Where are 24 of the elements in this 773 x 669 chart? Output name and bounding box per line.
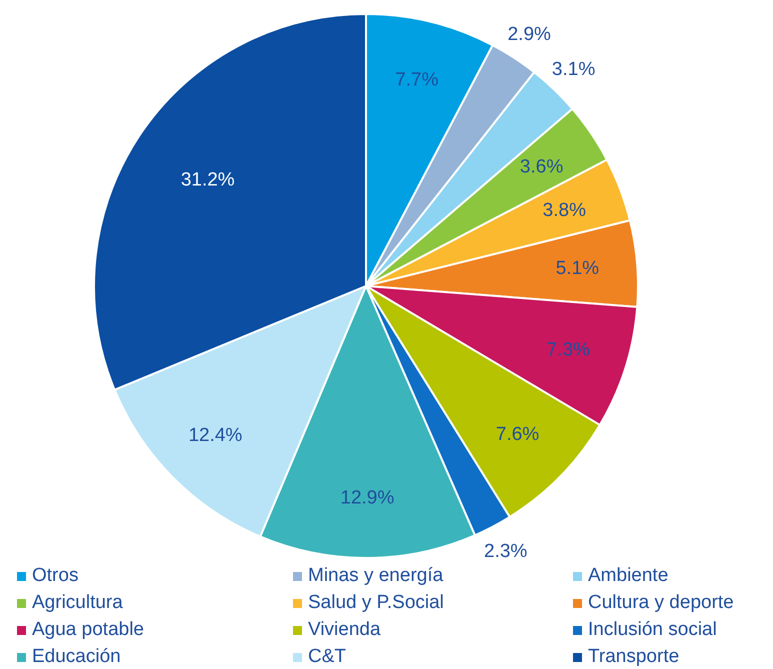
legend-label: Transporte (588, 645, 680, 669)
data-label: 5.1% (556, 258, 600, 279)
data-label: 31.2% (180, 170, 235, 191)
data-label: 2.9% (508, 24, 552, 45)
data-label: 7.3% (546, 340, 590, 361)
data-label: 3.1% (552, 58, 596, 80)
data-label: 7.6% (496, 424, 540, 445)
legend-label: Salud y P.Social (308, 591, 444, 615)
data-label: 2.3% (484, 541, 528, 562)
data-label: 3.8% (542, 200, 586, 222)
legend-label: Agricultura (32, 591, 123, 615)
legend-label: Vivienda (308, 618, 381, 642)
legend-label: Ambiente (588, 564, 668, 588)
legend-label: Inclusión social (588, 618, 717, 642)
data-label: 3.6% (520, 156, 564, 178)
legend-label: Cultura y deporte (588, 591, 734, 615)
legend-label: C&T (308, 645, 346, 669)
legend-label: Otros (32, 564, 78, 588)
legend-label: Educación (32, 645, 121, 669)
data-label: 12.4% (188, 424, 242, 446)
legend-label: Minas y energía (308, 564, 444, 588)
data-label: 7.7% (395, 70, 439, 91)
legend-label: Agua potable (32, 618, 144, 642)
data-label: 12.9% (340, 488, 394, 509)
